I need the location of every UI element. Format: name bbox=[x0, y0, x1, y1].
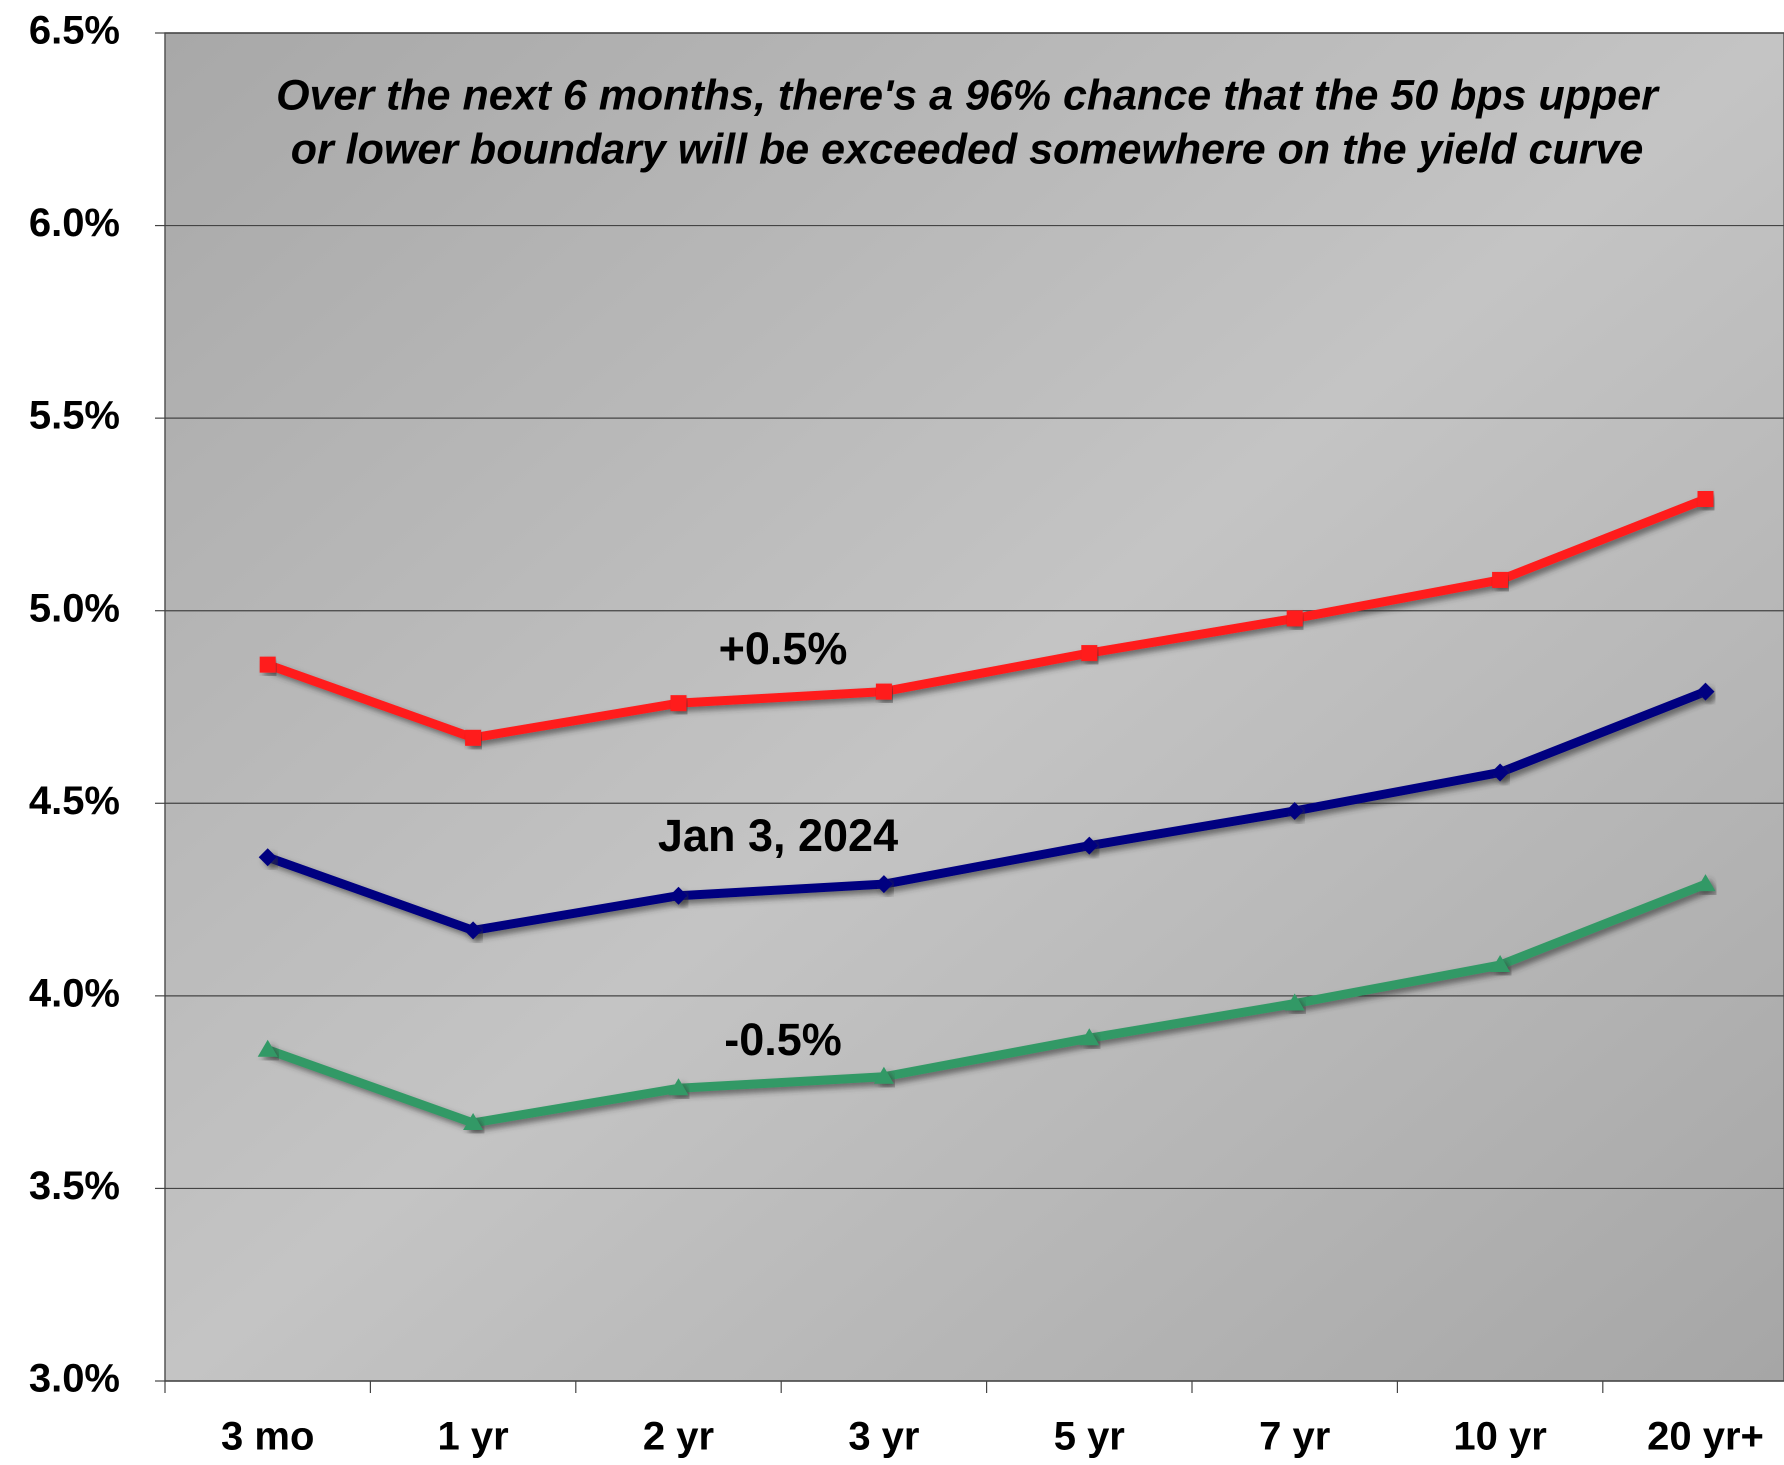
marker bbox=[668, 1078, 689, 1096]
series-label: +0.5% bbox=[719, 623, 848, 674]
marker bbox=[873, 1066, 894, 1084]
y-tick-label: 6.5% bbox=[29, 9, 120, 53]
x-tick-label: 3 mo bbox=[221, 1415, 314, 1459]
x-tick-label: 7 yr bbox=[1259, 1415, 1330, 1459]
marker bbox=[874, 875, 893, 894]
marker bbox=[1695, 874, 1716, 892]
marker bbox=[670, 695, 687, 712]
marker bbox=[669, 886, 688, 905]
annotation: or lower boundary will be exceeded somew… bbox=[291, 125, 1644, 173]
marker bbox=[1081, 645, 1098, 662]
marker bbox=[1079, 1028, 1100, 1046]
plot-area bbox=[164, 32, 1784, 1382]
marker bbox=[258, 848, 277, 867]
marker bbox=[875, 683, 892, 700]
marker bbox=[1080, 836, 1099, 855]
marker bbox=[463, 1112, 484, 1130]
y-tick-label: 6.0% bbox=[29, 201, 120, 245]
marker bbox=[1696, 682, 1715, 701]
marker bbox=[1697, 491, 1714, 508]
marker bbox=[1490, 955, 1511, 973]
series-label: -0.5% bbox=[724, 1014, 842, 1065]
marker bbox=[1492, 571, 1509, 588]
x-tick-label: 10 yr bbox=[1453, 1415, 1546, 1459]
marker bbox=[464, 921, 483, 940]
series-line bbox=[266, 879, 1708, 1128]
series-label: Jan 3, 2024 bbox=[658, 810, 898, 861]
x-tick-label: 5 yr bbox=[1054, 1415, 1125, 1459]
annotation: Over the next 6 months, there's a 96% ch… bbox=[276, 71, 1660, 119]
x-tick-label: 3 yr bbox=[848, 1415, 919, 1459]
y-tick-label: 5.5% bbox=[29, 394, 120, 438]
series-line bbox=[266, 687, 1708, 935]
y-tick-label: 3.0% bbox=[29, 1357, 120, 1401]
marker bbox=[465, 729, 482, 746]
marker bbox=[259, 656, 276, 673]
x-tick-label: 1 yr bbox=[438, 1415, 509, 1459]
marker bbox=[257, 1039, 278, 1057]
y-tick-label: 4.5% bbox=[29, 779, 120, 823]
y-tick-label: 4.0% bbox=[29, 971, 120, 1015]
marker bbox=[1285, 801, 1304, 820]
x-tick-label: 2 yr bbox=[643, 1415, 714, 1459]
series-line bbox=[266, 494, 1708, 743]
marker bbox=[1284, 993, 1305, 1011]
x-tick-label: 20 yr+ bbox=[1647, 1415, 1764, 1459]
y-tick-label: 3.5% bbox=[29, 1164, 120, 1208]
y-tick-label: 5.0% bbox=[29, 586, 120, 630]
marker bbox=[1491, 763, 1510, 782]
marker bbox=[1286, 610, 1303, 627]
